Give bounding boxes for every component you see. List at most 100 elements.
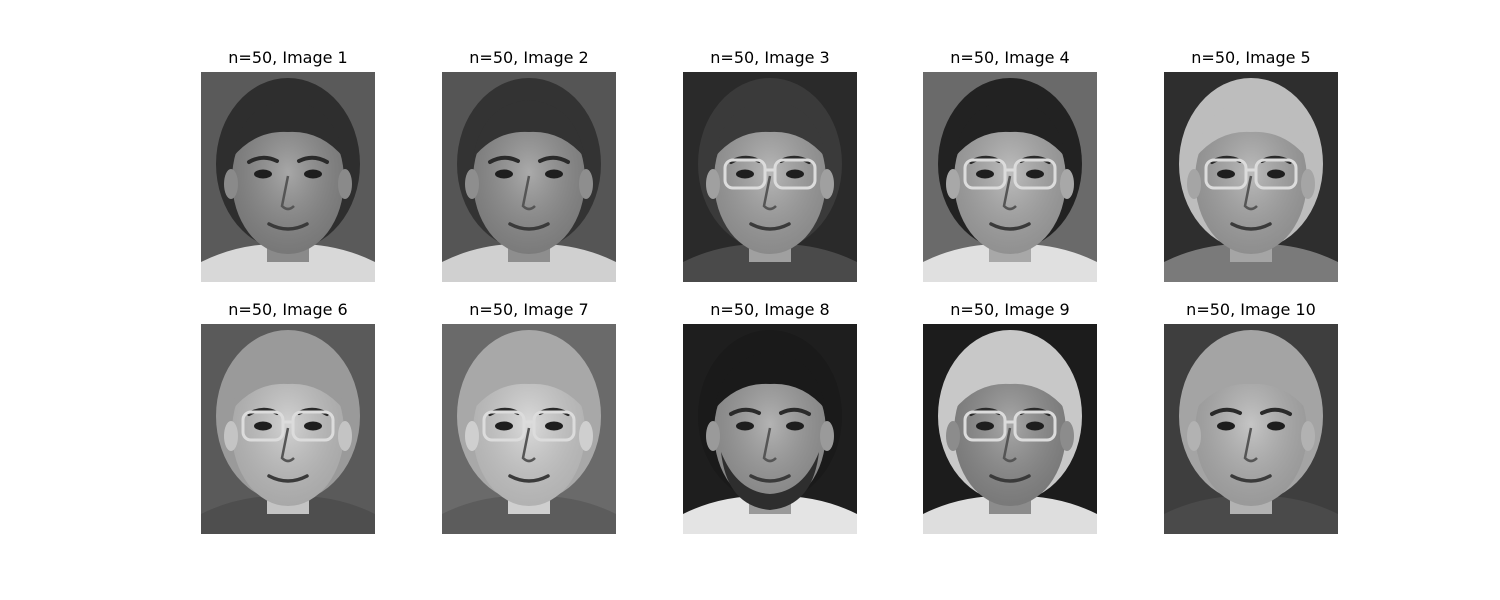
left-eye	[976, 169, 994, 179]
panel-title: n=50, Image 2	[469, 48, 589, 67]
right-eye	[1267, 421, 1285, 431]
right-eye	[545, 421, 563, 431]
shirt	[1164, 243, 1338, 282]
mouth	[267, 474, 309, 483]
right-lens	[532, 410, 576, 442]
left-eyebrow	[247, 155, 279, 164]
nose	[280, 175, 295, 211]
right-eye	[1026, 421, 1044, 431]
left-eye	[736, 421, 754, 431]
mouth	[749, 474, 791, 483]
right-ear	[338, 421, 352, 451]
left-lens	[241, 410, 285, 442]
mouth	[1230, 474, 1272, 483]
panel-title: n=50, Image 6	[228, 300, 348, 319]
shirt	[201, 495, 375, 534]
left-lens	[963, 158, 1007, 190]
left-eye	[976, 421, 994, 431]
left-ear	[1187, 421, 1201, 451]
right-ear	[579, 169, 593, 199]
mouth	[508, 474, 550, 483]
face-image	[442, 324, 616, 534]
right-lens	[773, 158, 817, 190]
right-eye	[786, 421, 804, 431]
left-eye	[254, 169, 272, 179]
nose	[521, 427, 536, 463]
left-ear	[465, 421, 479, 451]
hair-fringe	[1195, 100, 1307, 158]
right-ear	[1060, 421, 1074, 451]
right-ear	[579, 421, 593, 451]
shirt	[683, 495, 857, 534]
face-image	[683, 324, 857, 534]
left-ear	[1187, 169, 1201, 199]
hair-fringe	[232, 100, 344, 158]
shirt	[442, 243, 616, 282]
left-lens	[1204, 158, 1248, 190]
right-eye	[304, 169, 322, 179]
face-image	[1164, 324, 1338, 534]
mouth	[1230, 222, 1272, 231]
right-ear	[1301, 421, 1315, 451]
left-eyebrow	[488, 155, 520, 164]
face-image	[201, 72, 375, 282]
hair-fringe	[473, 100, 585, 158]
mouth	[267, 222, 309, 231]
panel-title: n=50, Image 1	[228, 48, 348, 67]
hair-fringe	[954, 352, 1066, 410]
nose	[1002, 175, 1017, 211]
left-lens	[482, 410, 526, 442]
shirt	[1164, 495, 1338, 534]
right-ear	[820, 421, 834, 451]
nose	[1243, 175, 1258, 211]
face-image	[923, 324, 1097, 534]
right-eye	[545, 169, 563, 179]
right-eye	[1267, 169, 1285, 179]
right-eye	[786, 169, 804, 179]
left-ear	[224, 421, 238, 451]
left-eye	[495, 169, 513, 179]
right-ear	[1301, 169, 1315, 199]
left-eye	[736, 169, 754, 179]
face-image	[442, 72, 616, 282]
nose	[521, 175, 536, 211]
shirt	[201, 243, 375, 282]
hair-fringe	[1195, 352, 1307, 410]
left-lens	[963, 410, 1007, 442]
shirt	[442, 495, 616, 534]
right-ear	[338, 169, 352, 199]
left-lens	[723, 158, 767, 190]
right-lens	[1013, 410, 1057, 442]
right-eye	[1026, 169, 1044, 179]
face-image	[201, 324, 375, 534]
right-eyebrow	[538, 155, 570, 164]
panel-title: n=50, Image 5	[1191, 48, 1311, 67]
hair-fringe	[954, 100, 1066, 158]
left-eyebrow	[1210, 407, 1242, 416]
face-image	[923, 72, 1097, 282]
right-eyebrow	[779, 407, 811, 416]
left-ear	[946, 169, 960, 199]
left-eye	[495, 421, 513, 431]
nose	[1002, 427, 1017, 463]
right-lens	[1254, 158, 1298, 190]
left-eyebrow	[729, 407, 761, 416]
nose	[762, 175, 777, 211]
left-ear	[946, 421, 960, 451]
nose	[1243, 427, 1258, 463]
right-ear	[1060, 169, 1074, 199]
right-lens	[1013, 158, 1057, 190]
panel-title: n=50, Image 7	[469, 300, 589, 319]
left-ear	[465, 169, 479, 199]
face-image	[683, 72, 857, 282]
hair-fringe	[232, 352, 344, 410]
nose	[762, 427, 777, 463]
left-eye	[1217, 169, 1235, 179]
hair-fringe	[714, 100, 826, 158]
hair-fringe	[473, 352, 585, 410]
nose	[280, 427, 295, 463]
left-eye	[254, 421, 272, 431]
shirt	[923, 495, 1097, 534]
shirt	[683, 243, 857, 282]
